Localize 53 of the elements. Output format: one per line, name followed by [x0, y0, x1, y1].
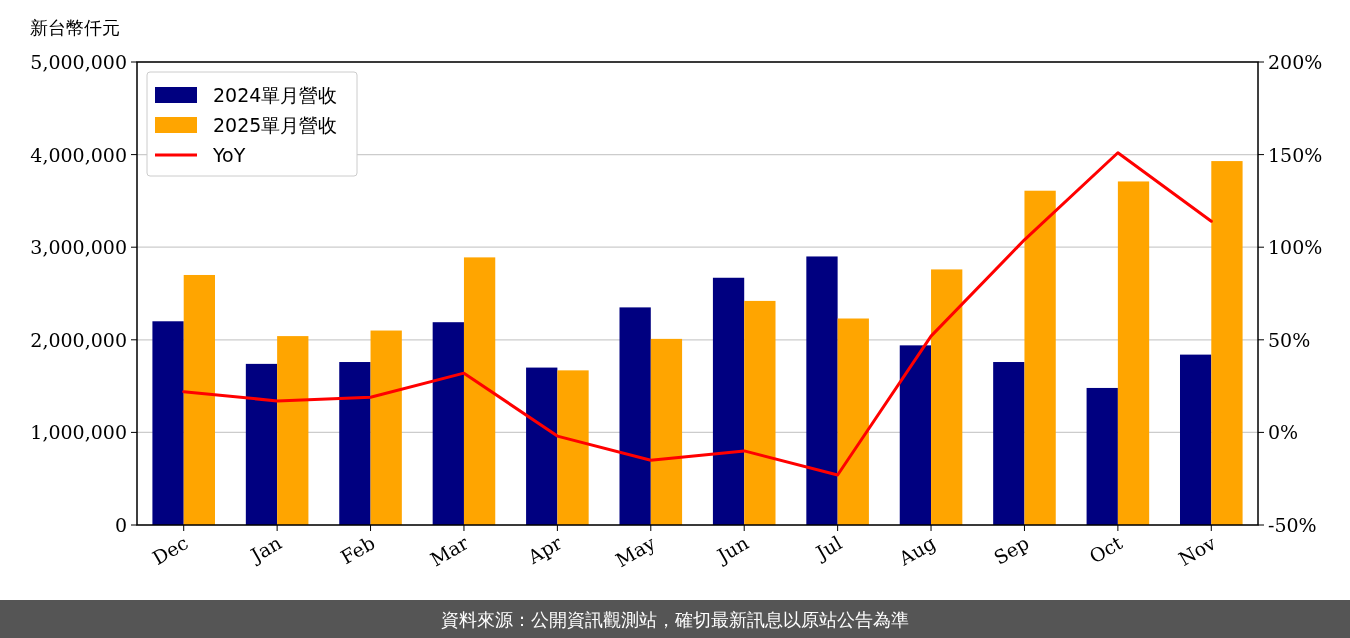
x-tick-label: Feb	[336, 531, 379, 569]
y2-tick-label: 0%	[1268, 421, 1299, 444]
x-tick-label: Aug	[894, 531, 940, 571]
legend-label: 2024單月營收	[213, 84, 338, 106]
bar	[712, 277, 745, 525]
bar	[1024, 190, 1056, 525]
bar	[526, 367, 558, 525]
y-tick-label: 2,000,000	[30, 328, 127, 351]
y2-tick-label: 150%	[1268, 143, 1323, 166]
bar	[152, 321, 184, 525]
bar	[1117, 181, 1150, 525]
x-tick-label: Mar	[426, 530, 473, 571]
bar	[806, 256, 838, 525]
x-tick-label: Nov	[1174, 531, 1220, 570]
legend-label: 2025單月營收	[213, 114, 338, 136]
bar	[837, 318, 869, 525]
bar	[1211, 161, 1243, 525]
x-tick-label: Jan	[245, 531, 286, 568]
y-axis-title: 新台幣仟元	[30, 17, 120, 38]
y-tick-label: 3,000,000	[30, 236, 127, 259]
bar	[370, 330, 402, 525]
bar	[1180, 354, 1212, 525]
bar	[899, 345, 932, 525]
y-tick-label: 4,000,000	[30, 143, 127, 166]
bar	[557, 370, 589, 525]
bar	[993, 362, 1025, 525]
x-tick-label: Jun	[711, 531, 753, 568]
y-tick-label: 5,000,000	[30, 51, 127, 73]
bar	[277, 336, 309, 525]
y-tick-label: 1,000,000	[30, 421, 127, 444]
bar	[1086, 387, 1118, 525]
x-tick-label: May	[611, 531, 660, 572]
bar	[339, 362, 371, 525]
legend-label: YoY	[212, 144, 246, 166]
x-tick-label: Apr	[523, 530, 567, 569]
x-tick-label: Oct	[1085, 531, 1127, 568]
bar	[463, 257, 496, 525]
bar	[619, 307, 651, 525]
source-note: 資料來源：公開資訊觀測站，確切最新訊息以原站公告為準	[441, 609, 909, 630]
x-tick-label: Dec	[148, 531, 192, 570]
y2-tick-label: 100%	[1268, 236, 1323, 259]
y2-tick-label: 200%	[1268, 51, 1323, 73]
y-tick-label: 0	[114, 514, 127, 536]
y2-tick-label: 50%	[1268, 328, 1311, 351]
bar	[245, 363, 278, 525]
bar	[432, 322, 464, 525]
bar	[744, 300, 776, 525]
x-tick-label: Jul	[810, 531, 846, 565]
x-tick-label: Sep	[989, 531, 1033, 569]
bar	[650, 338, 683, 525]
bar	[183, 274, 215, 525]
bar	[931, 269, 963, 525]
y2-tick-label: -50%	[1268, 514, 1317, 536]
